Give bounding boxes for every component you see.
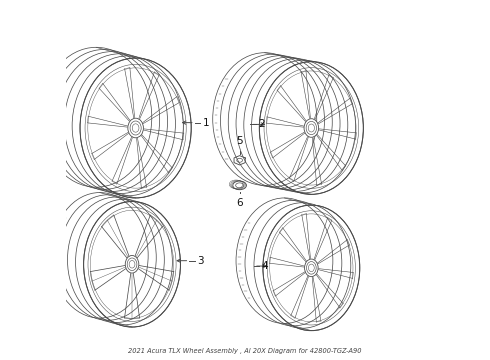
Text: 5: 5 xyxy=(236,136,243,146)
Text: 4: 4 xyxy=(262,261,269,271)
Ellipse shape xyxy=(307,262,316,274)
Ellipse shape xyxy=(308,124,315,132)
Ellipse shape xyxy=(132,124,139,132)
Ellipse shape xyxy=(308,264,314,272)
Ellipse shape xyxy=(129,261,135,268)
Ellipse shape xyxy=(130,121,141,135)
Ellipse shape xyxy=(305,259,318,276)
Ellipse shape xyxy=(128,118,144,138)
Ellipse shape xyxy=(125,256,139,273)
Text: 3: 3 xyxy=(197,256,204,266)
Text: 6: 6 xyxy=(236,198,243,208)
Text: 1: 1 xyxy=(203,118,209,128)
Text: 2: 2 xyxy=(258,120,265,129)
Ellipse shape xyxy=(306,121,317,135)
Ellipse shape xyxy=(304,119,319,137)
Text: 2021 Acura TLX Wheel Assembly , Al 20X Diagram for 42800-TGZ-A90: 2021 Acura TLX Wheel Assembly , Al 20X D… xyxy=(128,348,362,354)
Ellipse shape xyxy=(127,258,137,271)
